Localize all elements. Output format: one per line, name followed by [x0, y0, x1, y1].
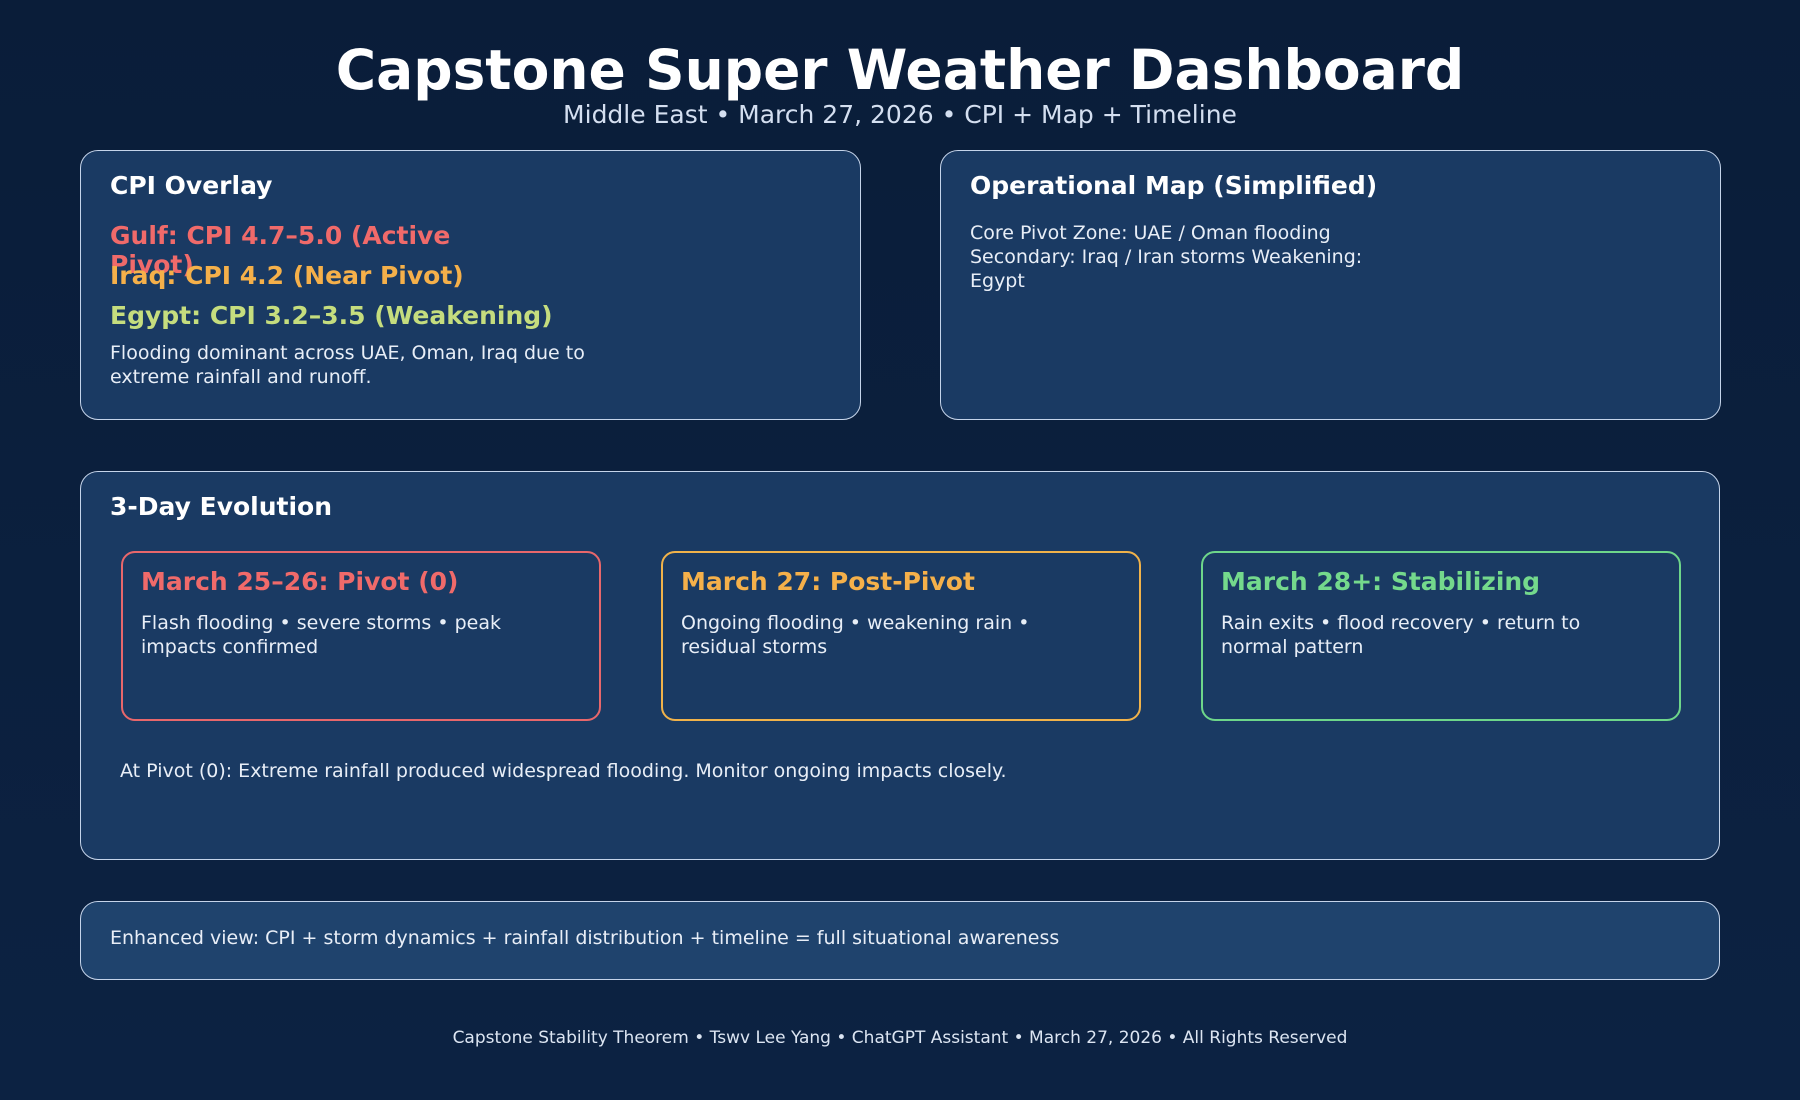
timeline-card: March 28+: Stabilizing Rain exits • floo…: [1201, 551, 1681, 721]
timeline-card: March 27: Post-Pivot Ongoing flooding • …: [661, 551, 1141, 721]
map-line: Secondary: Iraq / Iran storms: [970, 246, 1246, 268]
card-text: Ongoing flooding • weakening rain • resi…: [681, 612, 1030, 658]
map-text: Core Pivot Zone: UAE / Oman flooding Sec…: [970, 221, 1395, 293]
panel-title: CPI Overlay: [110, 171, 273, 200]
page-title: Capstone Super Weather Dashboard: [335, 38, 1465, 102]
page-subtitle: Middle East • March 27, 2026 • CPI + Map…: [563, 100, 1237, 129]
card-text: Flash flooding • severe storms • peak im…: [141, 612, 501, 658]
cpi-line: Egypt: CPI 3.2–3.5 (Weakening): [110, 301, 553, 330]
card-text: Rain exits • flood recovery • return to …: [1221, 612, 1581, 658]
map-line: Core Pivot Zone: UAE / Oman flooding: [970, 222, 1331, 244]
timeline-card: March 25–26: Pivot (0) Flash flooding • …: [121, 551, 601, 721]
cpi-line: Iraq: CPI 4.2 (Near Pivot): [110, 261, 464, 290]
cpi-note: Flooding dominant across UAE, Oman, Iraq…: [110, 342, 585, 388]
footer-text: Capstone Stability Theorem • Tswv Lee Ya…: [452, 1028, 1348, 1048]
summary-text: Enhanced view: CPI + storm dynamics + ra…: [110, 927, 1060, 949]
card-title: March 27: Post-Pivot: [681, 567, 975, 596]
panel-title: Operational Map (Simplified): [970, 171, 1378, 200]
evolution-note: At Pivot (0): Extreme rainfall produced …: [120, 760, 1007, 782]
cpi-panel: CPI Overlay Gulf: CPI 4.7–5.0 (Active Pi…: [80, 150, 861, 420]
panel-title: 3-Day Evolution: [110, 492, 333, 521]
evolution-panel: 3-Day Evolution March 25–26: Pivot (0) F…: [80, 471, 1720, 860]
card-title: March 25–26: Pivot (0): [141, 567, 459, 596]
summary-panel: Enhanced view: CPI + storm dynamics + ra…: [80, 901, 1720, 980]
map-line: Weakening: Egypt: [970, 246, 1363, 292]
map-panel: Operational Map (Simplified) Core Pivot …: [940, 150, 1721, 420]
card-title: March 28+: Stabilizing: [1221, 567, 1541, 596]
cpi-line: Gulf: CPI 4.7–5.0 (Active Pivot): [110, 221, 451, 279]
